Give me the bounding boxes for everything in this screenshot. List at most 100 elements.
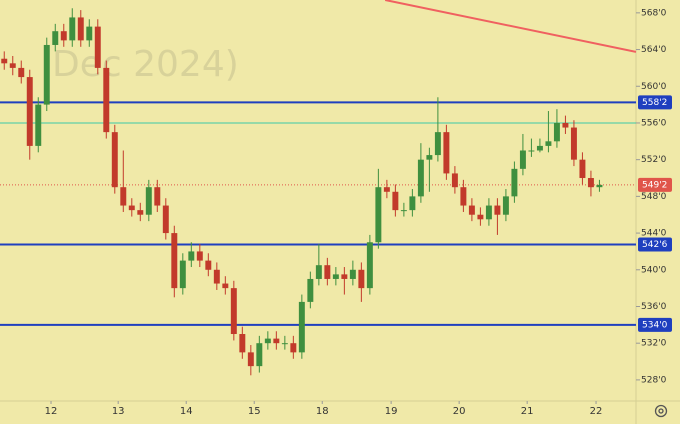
candle-body <box>120 187 127 206</box>
gear-outer[interactable] <box>654 404 668 418</box>
watermark: Dec 2024) <box>52 44 239 85</box>
candle-body <box>562 122 569 128</box>
candle-body <box>468 205 475 215</box>
x-tick-label: 21 <box>521 406 534 417</box>
candle-body <box>222 283 229 289</box>
candle-body <box>392 191 399 211</box>
candle-body <box>196 251 203 261</box>
candle-body <box>26 77 33 146</box>
x-tick-label: 12 <box>45 406 58 417</box>
candle-body <box>553 122 560 142</box>
candle-body <box>511 168 518 197</box>
candle-body <box>570 127 577 160</box>
candle-body <box>94 26 101 68</box>
y-tick-label: 540'0 <box>641 265 667 275</box>
last-price-box <box>638 177 672 192</box>
candle-body <box>409 196 416 211</box>
candle-body <box>35 104 42 146</box>
plot-area <box>0 0 637 376</box>
candle-body <box>162 205 169 234</box>
y-tick-label: 560'0 <box>641 82 667 92</box>
candle-body <box>528 150 535 152</box>
candle-body <box>9 63 16 68</box>
candle-body <box>264 338 271 344</box>
x-tick-label: 13 <box>112 406 125 417</box>
candle-body <box>494 205 501 215</box>
candle-body <box>443 132 450 174</box>
last-price-label: 549'2 <box>642 180 667 190</box>
candle-body <box>273 338 280 344</box>
candle-body <box>341 274 348 279</box>
candle-body <box>332 274 339 279</box>
candle-body <box>375 187 382 243</box>
candle-body <box>545 141 552 146</box>
candle-body <box>281 343 288 345</box>
candle-body <box>247 352 254 367</box>
candle-body <box>205 260 212 270</box>
candle-body <box>477 214 484 220</box>
x-tick-label: 18 <box>316 406 329 417</box>
candle-body <box>519 150 526 169</box>
candle-body <box>145 187 152 215</box>
candle-body <box>256 343 263 367</box>
level-label: 534'0 <box>642 320 668 330</box>
candle-body <box>69 17 76 41</box>
candle-body <box>298 301 305 353</box>
y-tick-label: 532'0 <box>641 339 667 349</box>
candle-body <box>307 278 314 302</box>
y-tick-label: 544'0 <box>641 229 667 239</box>
candle-body <box>400 210 407 212</box>
candle-body <box>43 44 50 105</box>
candle-body <box>111 132 118 188</box>
candle-body <box>383 187 390 192</box>
candle-body <box>324 265 331 279</box>
candle-body <box>358 269 365 289</box>
candle-body <box>154 187 161 206</box>
candle-body <box>290 343 297 353</box>
candle-body <box>137 210 144 215</box>
x-tick-label: 20 <box>453 406 466 417</box>
y-tick-label: 536'0 <box>641 302 667 312</box>
candle-body <box>230 288 237 335</box>
y-tick-label: 568'0 <box>641 8 667 18</box>
candle-body <box>451 173 458 188</box>
candle-body <box>103 67 110 133</box>
candle-body <box>213 269 220 284</box>
candle-body <box>315 265 322 279</box>
x-tick-label: 19 <box>385 406 398 417</box>
candle-body <box>179 260 186 289</box>
level-label: 542'6 <box>642 240 668 250</box>
x-tick-label: 22 <box>590 406 603 417</box>
x-tick-label: 15 <box>248 406 261 417</box>
candle-body <box>536 145 543 151</box>
level-label: 558'2 <box>642 98 667 108</box>
candle-body <box>579 159 586 179</box>
candle-body <box>460 187 467 206</box>
y-tick-label: 556'0 <box>641 118 667 128</box>
candle-body <box>52 31 59 45</box>
y-tick-label: 564'0 <box>641 45 667 55</box>
trendline <box>384 0 637 53</box>
level-label-box <box>638 95 672 110</box>
y-tick-label: 552'0 <box>641 155 667 165</box>
candle-body <box>128 205 135 211</box>
candle-body <box>434 132 441 156</box>
y-tick-label: 548'0 <box>641 192 667 202</box>
candle-body <box>502 196 509 215</box>
candle-body <box>171 233 178 289</box>
candle-body <box>18 67 25 78</box>
candle-body <box>239 334 246 353</box>
candle-body <box>426 155 433 160</box>
gear-inner[interactable] <box>658 408 664 414</box>
candle-body <box>587 178 594 188</box>
candle-body <box>366 242 373 289</box>
level-label-box <box>638 317 672 332</box>
settings-icon[interactable] <box>654 404 668 418</box>
candle-body <box>60 31 67 41</box>
candle-body <box>77 17 84 41</box>
candle-body <box>188 251 195 261</box>
level-label-box <box>638 237 672 252</box>
candle-body <box>86 26 93 41</box>
